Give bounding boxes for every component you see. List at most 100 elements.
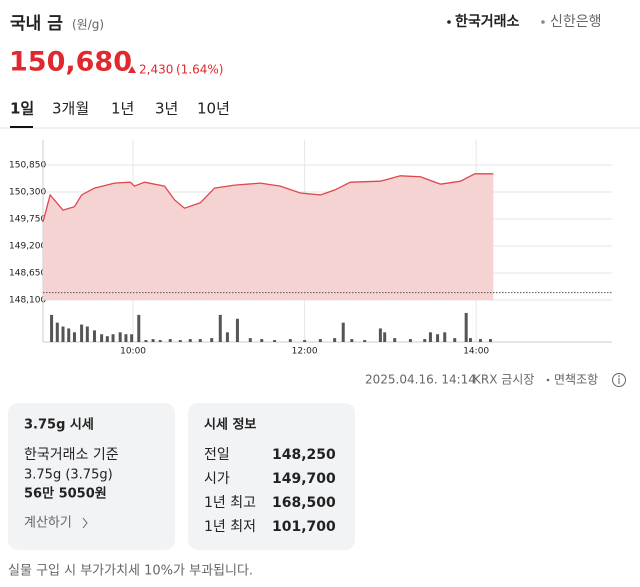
market: KRX 금시장 <box>473 373 534 387</box>
volume-bar <box>105 336 109 342</box>
volume-bar <box>130 334 134 342</box>
card-title: 시세 정보 <box>204 417 256 433</box>
disclaimer[interactable]: 면책조항 <box>554 372 598 387</box>
volume-bar <box>350 339 354 342</box>
volume-bar <box>273 340 277 342</box>
y-tick-label: 149,200 <box>9 242 46 252</box>
x-tick-label: 14:00 <box>463 347 489 357</box>
volume-bar <box>67 328 71 342</box>
volume-bar <box>303 340 307 342</box>
change: 2,430 <box>139 63 173 77</box>
volume-bar <box>468 338 472 342</box>
volume-bar <box>363 340 367 342</box>
row-value: 168,500 <box>272 495 336 511</box>
volume-bar <box>168 339 172 342</box>
volume-bar <box>111 334 115 342</box>
chart: 148,100 148,650 149,200 149,750 150,300 150,8… <box>9 140 612 357</box>
row-value: 149,700 <box>272 471 336 487</box>
volume-bar <box>443 332 447 342</box>
tab[interactable]: 1일 <box>10 100 34 118</box>
info-icon[interactable] <box>612 373 626 387</box>
separator <box>546 378 550 382</box>
volume-bar <box>383 332 387 342</box>
info-icon <box>618 375 620 377</box>
y-tick-label: 148,100 <box>9 296 46 306</box>
volume-bar <box>85 326 89 342</box>
volume-bar <box>464 312 468 342</box>
volume-bar <box>124 334 128 342</box>
up-arrow <box>128 66 136 73</box>
source-tab[interactable]: 신한은행 <box>550 14 602 30</box>
card-line: 56만 5050원 <box>24 486 107 502</box>
volume-bar <box>80 324 84 342</box>
row-label: 전일 <box>204 447 230 463</box>
volume-bar <box>178 340 182 342</box>
volume-bar <box>235 318 239 342</box>
tab[interactable]: 3개월 <box>52 100 89 118</box>
volume-bar <box>453 338 457 342</box>
unit: (원/g) <box>72 18 104 32</box>
title: 국내 금 <box>10 14 63 34</box>
tab[interactable]: 3년 <box>155 100 178 118</box>
volume-bar <box>225 332 229 342</box>
volume-bar <box>408 339 412 342</box>
calc-link[interactable]: 계산하기 <box>24 516 72 531</box>
volume-bar <box>341 322 345 342</box>
volume-bar <box>378 328 382 342</box>
card <box>188 403 355 550</box>
volume-bar <box>393 338 397 342</box>
card-line: 한국거래소 기준 <box>24 447 119 463</box>
tab[interactable]: 10년 <box>197 100 230 118</box>
row-value: 101,700 <box>272 519 336 535</box>
volume-bar <box>248 338 252 342</box>
price: 150,680 <box>9 47 132 78</box>
volume-bar <box>61 326 65 342</box>
y-tick-label: 150,850 <box>9 161 46 171</box>
tab[interactable]: 1년 <box>111 100 134 118</box>
volume-bar <box>188 339 192 342</box>
row-label: 1년 최고 <box>204 495 256 511</box>
volume-bar <box>478 339 482 342</box>
volume-bar <box>210 338 214 342</box>
volume-bar <box>288 339 292 342</box>
volume-bar <box>72 332 76 342</box>
volume-bar <box>333 338 337 342</box>
volume-bar <box>144 340 148 342</box>
volume-bar <box>50 314 54 342</box>
area <box>43 173 494 300</box>
row-label: 1년 최저 <box>204 519 256 535</box>
y-tick-label: 149,750 <box>9 215 46 225</box>
volume-bar <box>137 314 141 342</box>
x-tick-label: 10:00 <box>120 347 146 357</box>
y-tick-label: 150,300 <box>9 188 46 198</box>
volume-bar <box>92 330 96 342</box>
y-tick-label: 148,650 <box>9 269 46 279</box>
volume-bar <box>55 322 59 342</box>
volume-bar <box>118 332 122 342</box>
card <box>8 403 175 550</box>
row-label: 시가 <box>204 471 230 487</box>
timestamp: 2025.04.16. 14:14 <box>365 373 476 387</box>
x-tick-label: 12:00 <box>292 347 318 357</box>
source-tab[interactable]: 한국거래소 <box>455 14 520 30</box>
volume-bar <box>100 334 104 342</box>
volume-bar <box>151 339 155 342</box>
rows: 전일 148,250 시가 149,700 1년 최고 168,500 1년 최저 101,7… <box>204 447 336 535</box>
volume-bar <box>158 340 162 342</box>
row-value: 148,250 <box>272 447 336 463</box>
volume-bar <box>436 334 440 342</box>
volume-bar <box>423 339 427 342</box>
volume-bar <box>488 339 492 342</box>
volume-bar <box>198 339 202 342</box>
card-title: 3.75g 시세 <box>24 418 94 433</box>
volume-bar <box>218 314 222 342</box>
chevron <box>82 517 88 529</box>
bullet <box>447 20 451 24</box>
card-line: 3.75g (3.75g) <box>24 468 113 483</box>
volume-bar <box>260 339 264 342</box>
price-line <box>42 173 494 223</box>
note: 실물 구입 시 부가가치세 10%가 부과됩니다. <box>8 564 253 579</box>
volume-bar <box>428 332 432 342</box>
